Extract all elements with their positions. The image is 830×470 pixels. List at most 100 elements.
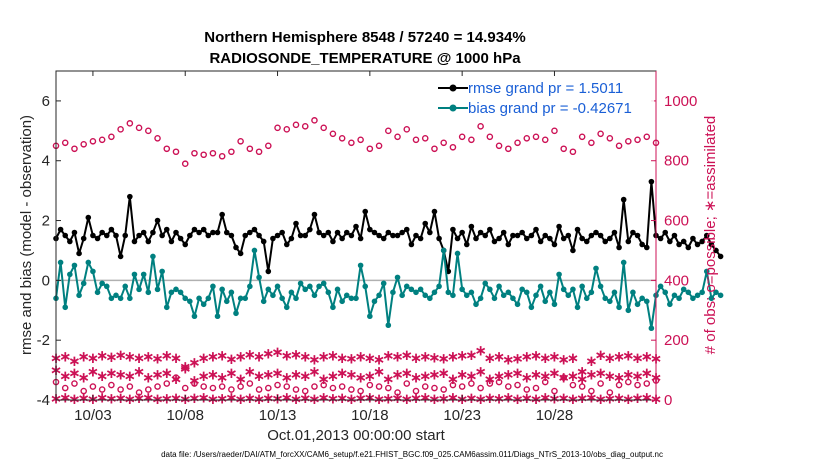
bias-point	[371, 298, 378, 305]
assimilated_obs_low-point: ∗	[197, 368, 210, 385]
rmse-point	[108, 226, 115, 233]
assimilated_obs_base-point: ∗	[631, 390, 644, 407]
rmse-point	[436, 235, 442, 242]
possible_obs_low-point	[154, 383, 161, 390]
possible_obs-point	[117, 126, 124, 133]
bias-point	[634, 301, 641, 308]
bias-point	[122, 283, 129, 290]
possible_obs_low-point	[117, 386, 124, 393]
bias-point	[459, 286, 465, 293]
assimilated_obs-point: ∗	[179, 359, 192, 376]
bias-point	[293, 295, 299, 302]
y-right-tick-label: 400	[664, 272, 689, 289]
possible_obs-point	[551, 127, 558, 135]
assimilated_obs-point: ∗	[170, 350, 183, 367]
possible_obs-point	[71, 145, 78, 153]
bias-point	[639, 295, 645, 302]
assimilated_obs-point: ∗	[447, 349, 460, 366]
possible_obs-point	[431, 145, 438, 153]
bias-point	[616, 304, 622, 311]
assimilated_obs-point: ∗	[622, 348, 635, 365]
assimilated_obs-point: ∗	[216, 348, 229, 365]
rmse-point	[205, 232, 212, 239]
possible_obs-point	[348, 139, 355, 147]
assimilated_obs_base-point: ∗	[474, 391, 487, 408]
possible_obs-point	[403, 126, 411, 133]
assimilated_obs-point: ∗	[299, 349, 312, 366]
rmse-point	[528, 232, 535, 239]
x-tick-label: 10/18	[351, 407, 389, 424]
possible_obs_low-point	[255, 386, 263, 393]
bias-point	[385, 322, 392, 329]
assimilated_obs_low-point: ∗	[114, 367, 127, 384]
bias-point	[260, 298, 267, 305]
rmse-point	[325, 229, 332, 236]
assimilated_obs_low-point: ∗	[484, 371, 497, 388]
bias-point	[413, 289, 419, 296]
assimilated_obs_base-point: ∗	[142, 390, 155, 407]
assimilated_obs_low-point: ∗	[77, 370, 90, 387]
assimilated_obs_low-point: ∗	[530, 367, 543, 384]
bias-point	[150, 253, 156, 260]
bias-point	[685, 289, 692, 296]
possible_obs_low-point	[394, 389, 401, 396]
possible_obs_low-point	[108, 381, 115, 389]
rmse-point	[459, 229, 465, 236]
bias-point	[440, 247, 447, 254]
bias-point	[422, 292, 429, 299]
rmse-point	[223, 229, 230, 236]
assimilated_obs_low-point: ∗	[124, 368, 137, 385]
y-left-tick-label: -2	[37, 332, 50, 349]
possible_obs-point	[255, 148, 263, 156]
x-tick-label: 10/03	[74, 407, 112, 424]
possible_obs-point	[514, 139, 521, 147]
possible_obs-point	[80, 140, 87, 148]
bias-point	[625, 307, 632, 314]
y-left-tick-label: -4	[37, 392, 50, 409]
possible_obs-point	[375, 142, 383, 150]
possible_obs_low-point	[181, 384, 189, 392]
y-right-tick-label: 600	[664, 213, 689, 230]
assimilated_obs_low-point: ∗	[299, 368, 312, 385]
possible_obs_low-point	[523, 386, 531, 393]
assimilated_obs_base-point: ∗	[557, 390, 570, 407]
assimilated_obs_low-point: ∗	[96, 368, 109, 385]
bias-point	[394, 274, 401, 281]
possible_obs-point	[311, 117, 318, 124]
rmse-point	[367, 226, 373, 233]
bias-point	[187, 298, 193, 305]
bias-point	[196, 295, 202, 302]
possible_obs_low-point	[172, 374, 180, 381]
possible_obs-point	[301, 123, 309, 130]
assimilated_obs_low-point: ∗	[207, 367, 220, 384]
y-axis-label-left: rmse and bias (model - observation)	[18, 115, 35, 355]
assimilated_obs_base-point: ∗	[447, 390, 460, 407]
bias-point	[320, 280, 327, 287]
assimilated_obs_low-point: ∗	[640, 365, 653, 382]
bias-point	[445, 289, 452, 296]
rmse-point	[560, 235, 567, 242]
rmse-point	[542, 232, 549, 239]
bias-point	[431, 289, 438, 296]
possible_obs-point	[634, 136, 641, 144]
bias-point	[108, 295, 115, 302]
possible_obs-point	[366, 145, 374, 153]
rmse-point	[357, 235, 364, 242]
y-right-tick-label: 0	[664, 392, 672, 409]
bias-point	[560, 286, 567, 293]
rmse-point	[237, 250, 244, 257]
assimilated_obs-point: ∗	[105, 349, 118, 366]
bias-point	[357, 262, 364, 269]
bias-point	[200, 301, 207, 308]
rmse-point	[597, 232, 604, 239]
assimilated_obs_low-point: ∗	[280, 370, 293, 387]
rmse-point	[634, 232, 641, 239]
assimilated_obs-point: ∗	[428, 350, 441, 367]
rmse-point	[122, 232, 129, 239]
assimilated_obs-point: ∗	[613, 349, 626, 366]
assimilated_obs-point: ∗	[59, 349, 72, 366]
assimilated_obs_low-point: ∗	[594, 365, 607, 382]
possible_obs-point	[274, 124, 281, 132]
assimilated_obs_low-point: ∗	[511, 365, 524, 382]
bias-point	[380, 280, 387, 287]
